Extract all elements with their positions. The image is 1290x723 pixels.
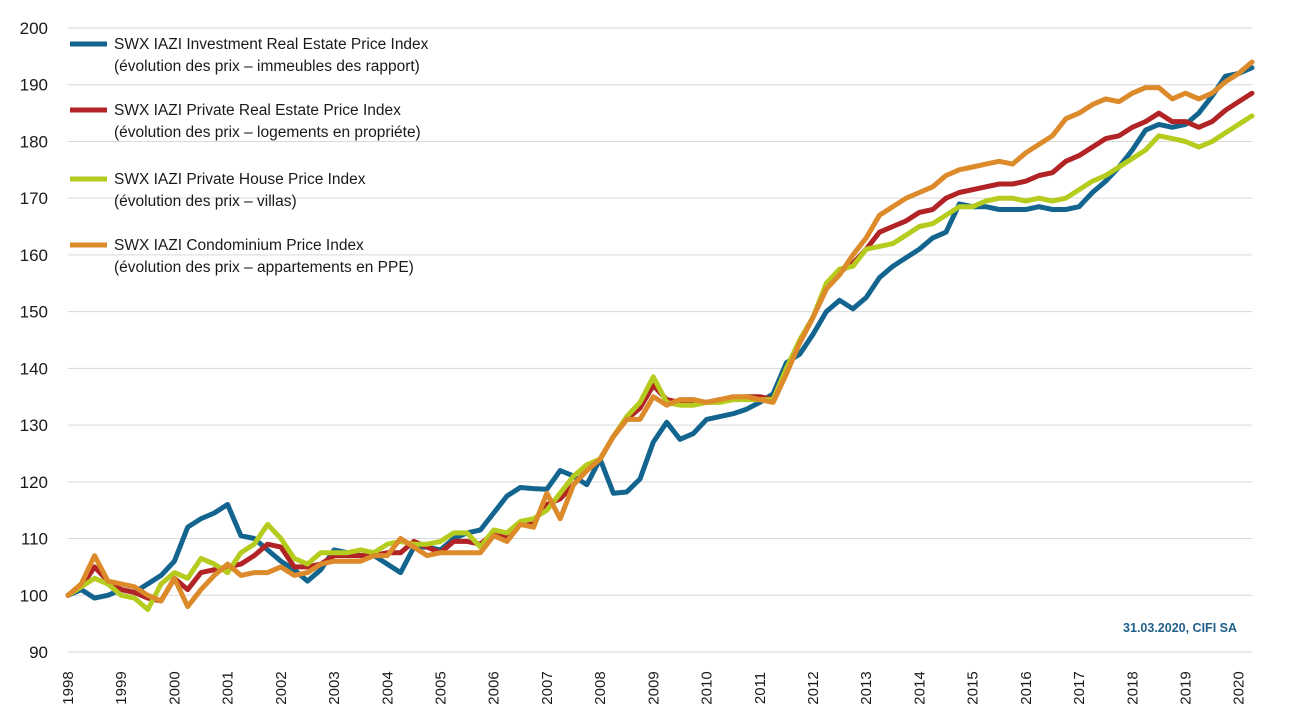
- x-tick-label: 2013: [858, 671, 875, 704]
- legend-sublabel: (évolution des prix – immeubles des rapp…: [114, 58, 420, 75]
- x-tick-label: 2018: [1124, 671, 1141, 704]
- x-tick-label: 2006: [486, 671, 503, 704]
- legend-sublabel: (évolution des prix – logements en propr…: [114, 124, 421, 141]
- y-tick-label: 190: [20, 76, 48, 95]
- source-note: 31.03.2020, CIFI SA: [1123, 621, 1237, 635]
- y-tick-label: 110: [21, 530, 48, 549]
- legend-label: SWX IAZI Investment Real Estate Price In…: [114, 36, 429, 53]
- legend-sublabel: (évolution des prix – villas): [114, 193, 297, 210]
- x-tick-label: 2014: [911, 671, 928, 704]
- x-tick-label: 2010: [699, 671, 716, 704]
- x-tick-label: 2002: [273, 671, 290, 704]
- y-axis: 90 100 110 120 130 140 150 160 170 180 190 200: [20, 19, 48, 662]
- x-tick-label: 2008: [592, 671, 609, 704]
- x-tick-label: 2016: [1018, 671, 1035, 704]
- y-tick-label: 170: [20, 189, 48, 208]
- series-line-1: [65, 65, 1255, 601]
- x-tick-label: 2004: [379, 671, 396, 704]
- x-tick-label: 2015: [965, 671, 982, 704]
- x-tick-label: 2005: [432, 671, 449, 704]
- x-tick-label: 1998: [60, 671, 77, 704]
- y-tick-label: 200: [20, 19, 48, 38]
- x-tick-label: 2003: [326, 671, 343, 704]
- x-tick-label: 2009: [645, 671, 662, 704]
- legend-label: SWX IAZI Private House Price Index: [114, 171, 366, 188]
- legend: SWX IAZI Investment Real Estate Price In…: [70, 36, 429, 276]
- legend-label: SWX IAZI Private Real Estate Price Index: [114, 102, 401, 119]
- series-line-4: [65, 59, 1255, 610]
- y-tick-label: 100: [20, 586, 48, 605]
- gridlines: [68, 27, 1252, 653]
- y-tick-label: 160: [20, 246, 48, 265]
- x-tick-label: 2011: [752, 672, 769, 704]
- y-tick-label: 120: [20, 473, 48, 492]
- x-tick-label: 1999: [113, 671, 130, 704]
- y-tick-label: 150: [20, 303, 48, 322]
- x-tick-label: 2007: [539, 671, 556, 704]
- x-tick-label: 2019: [1177, 671, 1194, 704]
- legend-sublabel: (évolution des prix – appartements en PP…: [114, 259, 414, 276]
- x-tick-label: 2017: [1071, 671, 1088, 704]
- series-line-2: [65, 90, 1255, 604]
- x-tick-label: 2001: [220, 671, 237, 704]
- y-tick-label: 90: [29, 643, 48, 662]
- y-tick-label: 130: [20, 416, 48, 435]
- plot-area: [65, 59, 1255, 612]
- x-tick-label: 2000: [166, 671, 183, 704]
- legend-label: SWX IAZI Condominium Price Index: [114, 237, 364, 254]
- x-tick-label: 2012: [805, 671, 822, 704]
- series-line-3: [65, 113, 1255, 612]
- x-tick-label: 2020: [1231, 671, 1248, 704]
- x-axis: 1998 1999 2000 2001 2002 2003 2004 2005 2006 2007…: [60, 671, 1248, 704]
- y-tick-label: 180: [20, 132, 48, 151]
- y-tick-label: 140: [20, 359, 48, 378]
